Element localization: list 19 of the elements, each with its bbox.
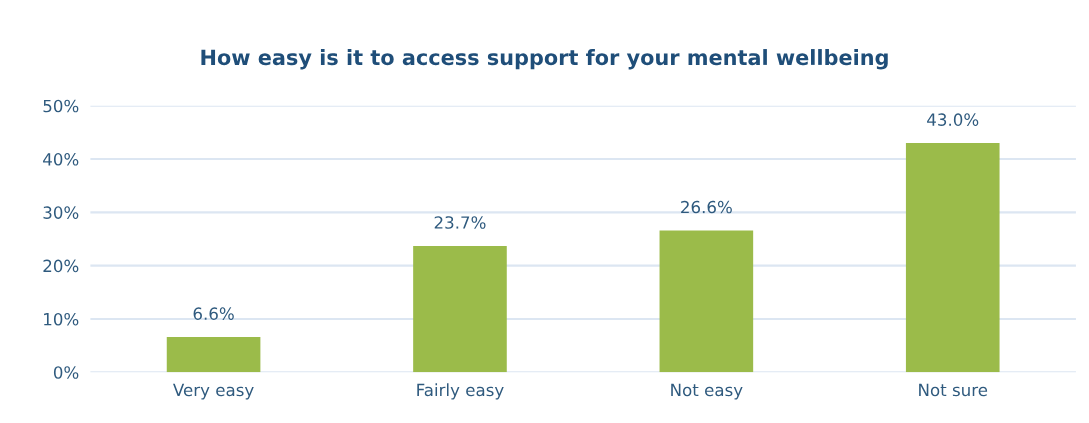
- x-tick-label: Very easy: [173, 383, 254, 400]
- y-tick-label: 30%: [43, 206, 79, 219]
- data-label: 43.0%: [927, 113, 979, 126]
- y-tick-label: 40%: [43, 153, 79, 166]
- chart-title: How easy is it to access support for your mental wellbeing: [201, 49, 888, 70]
- x-tick-label: Not sure: [919, 383, 988, 397]
- data-label: 23.7%: [434, 216, 486, 229]
- bar: [659, 230, 754, 373]
- bar: [905, 143, 1000, 373]
- bar: [413, 245, 507, 373]
- y-tick-label: 50%: [43, 99, 79, 113]
- y-tick-label: 0%: [53, 366, 79, 379]
- bar: [166, 337, 261, 373]
- x-tick-label: Fairly easy: [417, 383, 504, 400]
- x-tick-label: Not easy: [671, 383, 743, 400]
- data-label: 26.6%: [681, 200, 732, 214]
- data-label: 6.6%: [193, 307, 234, 320]
- y-tick-label: 20%: [43, 259, 79, 273]
- y-tick-label: 10%: [44, 312, 79, 326]
